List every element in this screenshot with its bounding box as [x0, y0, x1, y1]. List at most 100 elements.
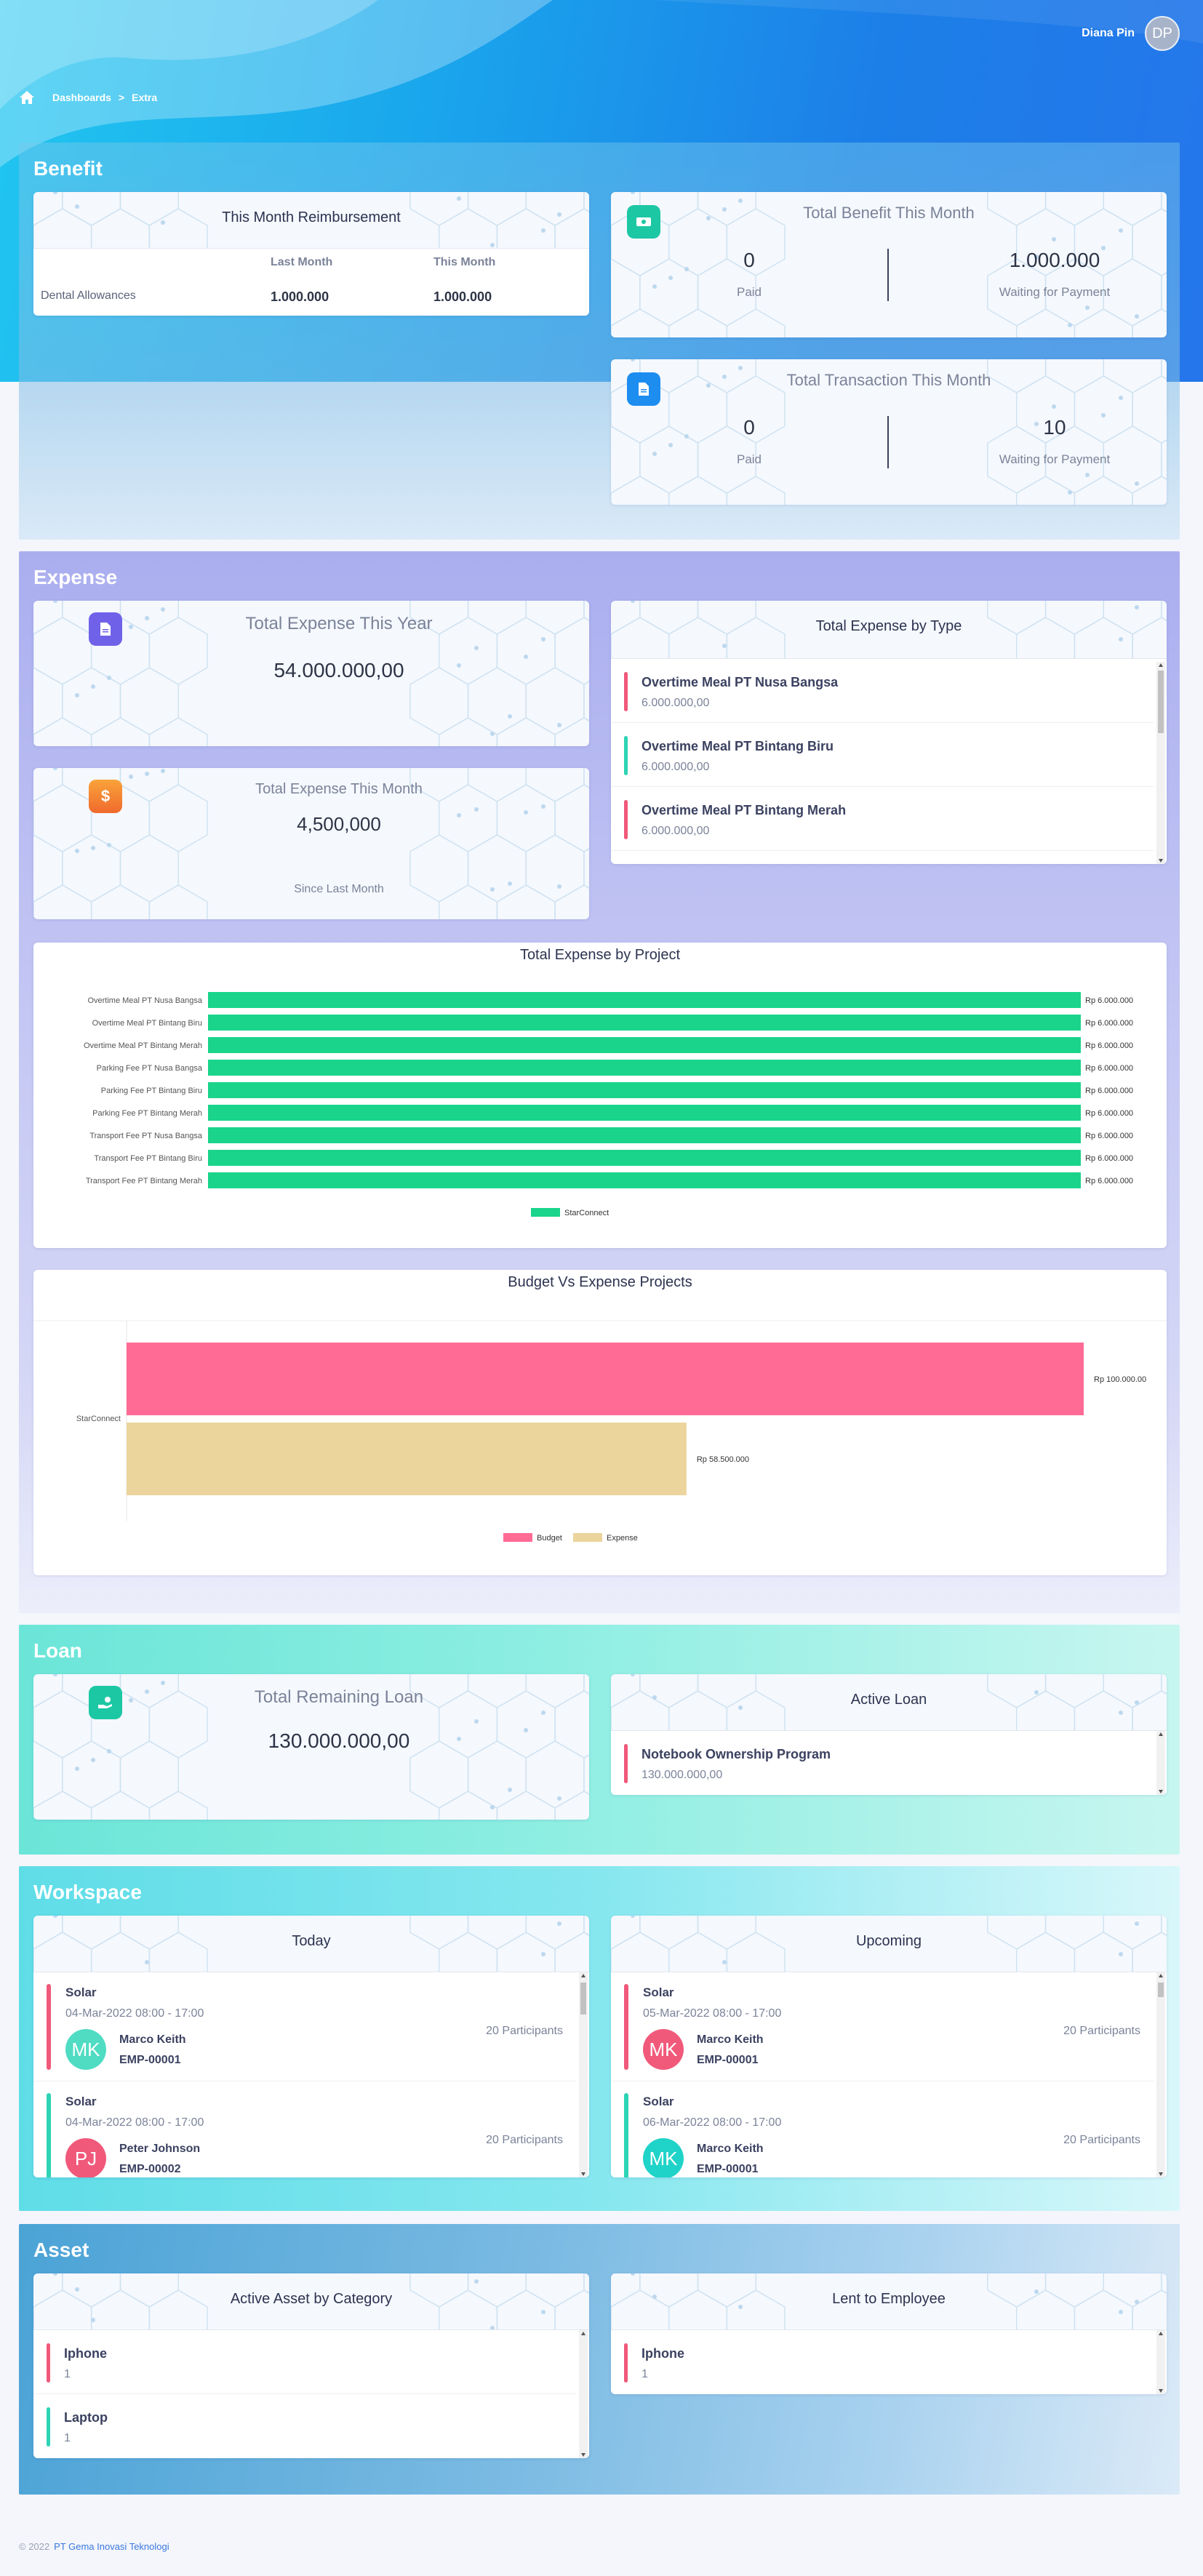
- data-label: Rp 100.000.00: [1094, 1375, 1146, 1384]
- data-label: Rp 6.000.000: [1085, 1087, 1133, 1095]
- list-item[interactable]: Solar 05-Mar-2022 08:00 - 17:00 MK Marco…: [611, 1972, 1154, 2081]
- color-bar: [47, 1984, 51, 2070]
- participants: 20 Participants: [486, 2025, 563, 2037]
- color-bar: [624, 1744, 628, 1783]
- color-bar: [47, 2093, 51, 2177]
- workspace-title: Workspace: [33, 1881, 142, 1903]
- today-list[interactable]: Solar 04-Mar-2022 08:00 - 17:00 MK Marco…: [33, 1972, 589, 2177]
- expense-type-list[interactable]: Overtime Meal PT Nusa Bangsa 6.000.000,0…: [611, 659, 1167, 864]
- person-name: Marco Keith: [119, 2033, 186, 2046]
- breadcrumb-dashboards[interactable]: Dashboards: [52, 92, 111, 103]
- participants: 20 Participants: [1063, 2025, 1140, 2037]
- dollar-icon: $: [89, 780, 122, 813]
- chart-plot: Overtime Meal PT Nusa Bangsa Rp 6.000.000…: [84, 992, 1133, 1217]
- data-label: Rp 6.000.000: [1085, 1064, 1133, 1073]
- expense-year-value: 54.000.000,00: [273, 659, 404, 681]
- category-label: Parking Fee PT Bintang Merah: [92, 1109, 202, 1118]
- col-last-month: Last Month: [271, 256, 333, 268]
- item-name: Solar: [65, 2095, 97, 2108]
- avatar: MK: [643, 2029, 684, 2070]
- row-label: Dental Allowances: [41, 289, 136, 302]
- list-item[interactable]: Notebook Ownership Program 130.000.000,0…: [611, 1731, 1154, 1795]
- user-menu[interactable]: Diana Pin DP: [1082, 16, 1180, 51]
- bar: [208, 1150, 1081, 1166]
- active-loan-card: Active Loan Notebook Ownership Program 1…: [611, 1674, 1167, 1795]
- color-bar: [624, 672, 628, 711]
- divider: [887, 416, 889, 468]
- expense-by-type-card: Total Expense by Type Overtime Meal PT N…: [611, 601, 1167, 864]
- participants: 20 Participants: [1063, 2134, 1140, 2146]
- total-transaction-title: Total Transaction This Month: [786, 371, 991, 389]
- item-name: Notebook Ownership Program: [642, 1747, 831, 1761]
- expense-by-project-chart: Total Expense by Project Overtime Meal P…: [33, 943, 1167, 1248]
- active-loan-list[interactable]: Notebook Ownership Program 130.000.000,0…: [611, 1731, 1167, 1795]
- list-item[interactable]: Laptop 1: [33, 2394, 576, 2458]
- scrollbar[interactable]: [1156, 1731, 1165, 1795]
- expense-month-sub: Since Last Month: [294, 883, 384, 895]
- breadcrumb-extra[interactable]: Extra: [132, 92, 158, 103]
- home-icon[interactable]: [19, 90, 35, 105]
- person-name: Marco Keith: [697, 2033, 764, 2046]
- asset-title: Asset: [33, 2239, 89, 2261]
- asset-category-list[interactable]: Iphone 1 Laptop 1: [33, 2330, 589, 2458]
- banner-wave-decoration: [0, 0, 1203, 167]
- remaining-loan-card: Total Remaining Loan 130.000.000,00: [33, 1674, 589, 1820]
- list-item[interactable]: Solar 04-Mar-2022 08:00 - 17:00 MK Marco…: [33, 1972, 576, 2081]
- bar: [208, 992, 1081, 1008]
- hexagon-pattern: [33, 601, 589, 746]
- expense-section: Expense Total Expense This Year 54.000.0…: [19, 551, 1180, 1613]
- chart-title: Budget Vs Expense Projects: [508, 1274, 692, 1290]
- document-icon: [89, 612, 122, 646]
- reimbursement-card: This Month Reimbursement Last Month This…: [33, 192, 589, 316]
- list-item[interactable]: Overtime Meal PT Nusa Bangsa 6.000.000,0…: [611, 659, 1154, 723]
- item-value: 1: [64, 2432, 71, 2444]
- upcoming-list[interactable]: Solar 05-Mar-2022 08:00 - 17:00 MK Marco…: [611, 1972, 1167, 2177]
- lent-list[interactable]: Iphone 1: [611, 2330, 1167, 2394]
- bar: [208, 1082, 1081, 1098]
- asset-section: Asset Active Asset by Category Iphone 1 …: [19, 2224, 1180, 2495]
- item-value: 6.000.000,00: [642, 761, 710, 773]
- user-avatar[interactable]: DP: [1145, 16, 1180, 51]
- copyright: © 2022: [19, 2541, 50, 2552]
- list-item[interactable]: Overtime Meal PT Bintang Biru 6.000.000,…: [611, 723, 1154, 787]
- expense-year-title: Total Expense This Year: [245, 614, 433, 633]
- legend-label: Budget: [537, 1534, 562, 1543]
- item-date: 06-Mar-2022 08:00 - 17:00: [643, 2116, 782, 2129]
- asset-category-title: Active Asset by Category: [33, 2273, 589, 2330]
- item-date: 05-Mar-2022 08:00 - 17:00: [643, 2007, 782, 2020]
- company-link[interactable]: PT Gema Inovasi Teknologi: [54, 2541, 169, 2552]
- category-label: Parking Fee PT Bintang Biru: [101, 1087, 202, 1095]
- category-label: Overtime Meal PT Bintang Merah: [84, 1041, 202, 1050]
- category-label: Overtime Meal PT Nusa Bangsa: [87, 996, 202, 1005]
- item-name: Solar: [65, 1985, 97, 1999]
- list-item[interactable]: Solar 06-Mar-2022 08:00 - 17:00 MK Marco…: [611, 2081, 1154, 2177]
- color-bar: [624, 1984, 628, 2070]
- scrollbar[interactable]: [1156, 1972, 1165, 2177]
- item-name: Overtime Meal PT Nusa Bangsa: [642, 675, 839, 689]
- remaining-loan-value: 130.000.000,00: [268, 1729, 410, 1752]
- workspace-section: Workspace Today Solar 04-Mar-2022 08:00 …: [19, 1866, 1180, 2211]
- divider: [887, 249, 889, 301]
- item-value: 6.000.000,00: [642, 825, 710, 837]
- avatar: MK: [643, 2138, 684, 2177]
- list-item[interactable]: Solar 04-Mar-2022 08:00 - 17:00 PJ Peter…: [33, 2081, 576, 2177]
- scrollbar[interactable]: [579, 2330, 588, 2458]
- scrollbar[interactable]: [1156, 2330, 1165, 2394]
- participants: 20 Participants: [486, 2134, 563, 2146]
- expense-year-card: Total Expense This Year 54.000.000,00: [33, 601, 589, 746]
- item-name: Solar: [643, 2095, 674, 2108]
- list-item[interactable]: Iphone 1: [33, 2330, 576, 2394]
- breadcrumb-separator: >: [118, 92, 125, 103]
- data-label: Rp 6.000.000: [1085, 1132, 1133, 1140]
- data-label: Rp 58.500.000: [697, 1455, 749, 1464]
- list-item[interactable]: Iphone 1: [611, 2330, 1154, 2394]
- budget-vs-expense-chart: Budget Vs Expense Projects Rp 100.000.00…: [33, 1270, 1167, 1575]
- scrollbar[interactable]: [579, 1972, 588, 2177]
- bar: [208, 1127, 1081, 1143]
- scrollbar[interactable]: [1156, 662, 1165, 864]
- legend-swatch: [531, 1208, 560, 1217]
- list-item[interactable]: Overtime Meal PT Bintang Merah 6.000.000…: [611, 787, 1154, 851]
- hand-money-icon: [89, 1686, 122, 1719]
- footer: © 2022 PT Gema Inovasi Teknologi: [19, 2541, 169, 2552]
- row-last-value: 1.000.000: [271, 289, 329, 304]
